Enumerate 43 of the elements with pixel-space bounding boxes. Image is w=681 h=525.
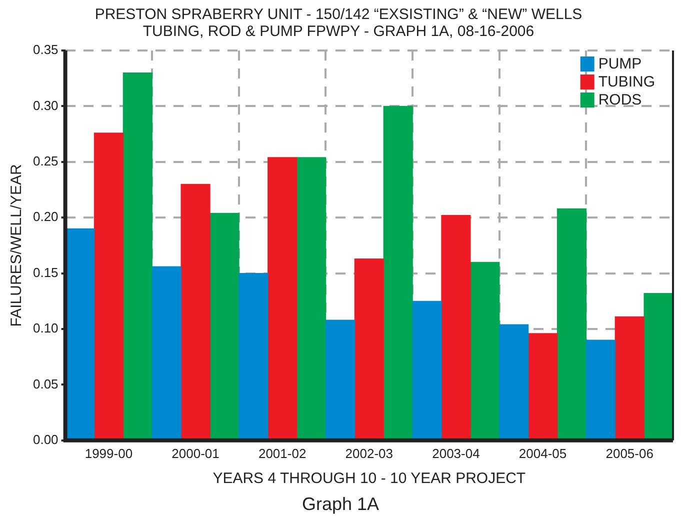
bar (152, 266, 182, 440)
x-tick-label: 2002-03 (345, 446, 394, 461)
bar (122, 72, 152, 440)
bar (94, 132, 124, 440)
y-tick-label: 0.10 (32, 320, 58, 336)
bar (210, 212, 240, 440)
bar (586, 340, 616, 440)
y-tick-label: 0.35 (32, 42, 58, 58)
y-tick-label: 0.20 (32, 209, 58, 224)
x-tick-label: 2003-04 (432, 446, 480, 461)
bar (412, 300, 442, 440)
x-tick-label: 2005-06 (606, 446, 654, 461)
bar (614, 316, 644, 440)
y-tick-label: 0.30 (32, 98, 58, 113)
y-tick-label: 0.15 (32, 264, 58, 280)
bar (383, 106, 413, 440)
x-tick-label: 2004-05 (518, 446, 567, 461)
bar (65, 228, 95, 440)
x-tick-label: 2000-01 (172, 446, 220, 461)
bar (470, 262, 500, 440)
bar (325, 320, 356, 440)
bar (644, 293, 673, 440)
y-tick-label: 0.00 (32, 432, 58, 447)
legend-label: TUBING (598, 74, 656, 91)
bar (180, 184, 210, 440)
x-tick-label: 2001-02 (258, 446, 306, 461)
legend-label: RODS (598, 92, 642, 109)
legend-label: PUMP (598, 56, 642, 73)
bar (528, 333, 558, 440)
bar (441, 215, 471, 440)
bar (268, 157, 298, 440)
bar (354, 258, 384, 440)
y-tick-label: 0.25 (32, 153, 58, 168)
bar (499, 324, 529, 440)
y-tick-label: 0.05 (32, 376, 58, 392)
chart-title: PRESTON SPRABERRY UNIT - 150/142 “EXSISTING” & “NEW” WELLS TUBING, ROD & PUMP FPWPY - GRAPH 1A, 08-16-2006 (94, 6, 582, 40)
caption: Graph 1A (300, 494, 380, 515)
x-tick-label: 1999-00 (84, 446, 133, 461)
bar (296, 157, 326, 440)
y-axis-title: FAILURES/WELL/YEAR (8, 164, 26, 327)
x-axis-title: YEARS 4 THROUGH 10 - 10 YEAR PROJECT (212, 470, 526, 488)
bar (556, 208, 587, 440)
bar (238, 272, 268, 440)
